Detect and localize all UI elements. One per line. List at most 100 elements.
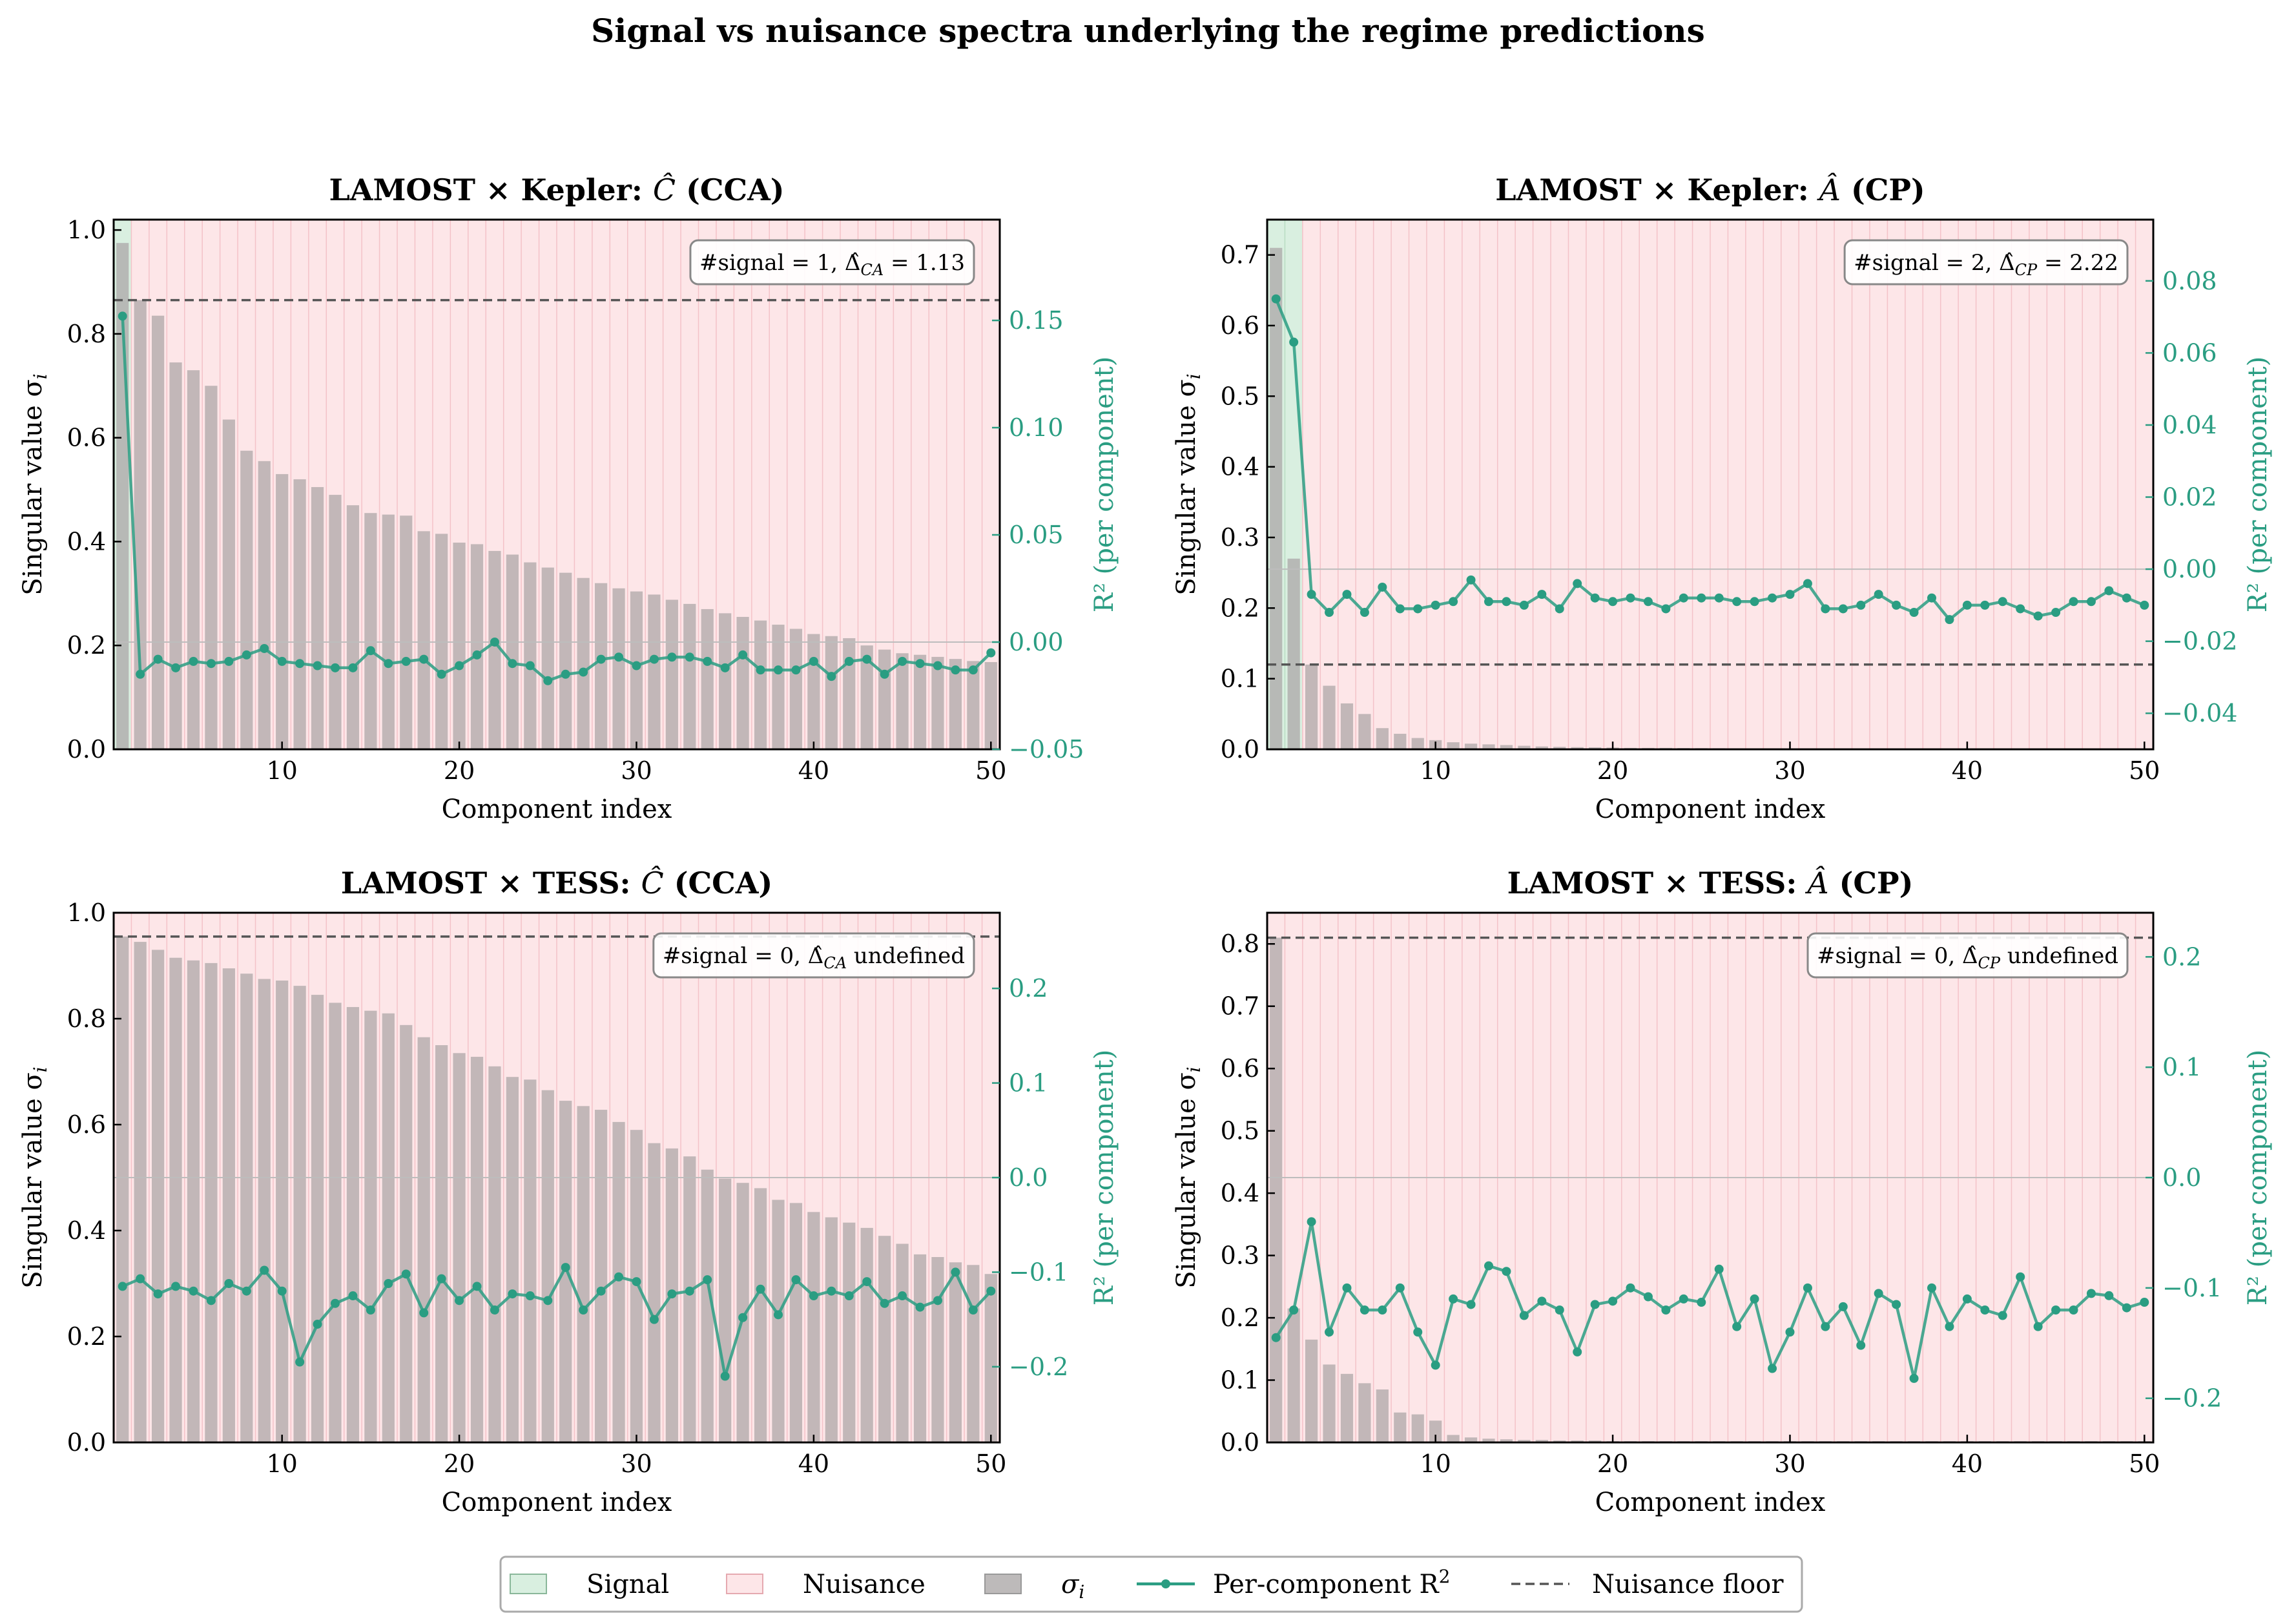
- r2-point-31: [649, 1315, 659, 1324]
- y-tick-label: 0.6: [67, 1110, 106, 1139]
- x-tick-label: 20: [1597, 756, 1628, 785]
- r2-point-49: [2122, 593, 2131, 603]
- r2-point-4: [171, 663, 181, 672]
- sigma-bar-29: [612, 588, 625, 749]
- sigma-bar-42: [843, 1222, 856, 1442]
- x-tick-label: 30: [621, 1450, 652, 1478]
- r2-point-19: [1590, 593, 1600, 603]
- sigma-bars: [1270, 937, 2151, 1442]
- nuisance-band: [1852, 220, 1870, 749]
- sigma-bar-3: [151, 950, 165, 1442]
- r2-point-7: [1378, 582, 1387, 592]
- r2-point-41: [827, 672, 836, 681]
- x-tick-label: 20: [444, 1450, 475, 1478]
- r2-point-36: [1892, 1300, 1901, 1309]
- x-tick-label: 10: [267, 1450, 298, 1478]
- r2-point-42: [844, 656, 854, 666]
- y-tick-label: 0.0: [67, 1428, 106, 1457]
- r2-point-14: [348, 663, 358, 672]
- annotation-text: #signal = 2, Δ̂CP = 2.22: [1854, 250, 2118, 279]
- r2-point-42: [1998, 597, 2007, 607]
- panel-title: LAMOST × TESS: Â (CP): [1507, 865, 1914, 900]
- x-tick-label: 50: [2129, 1450, 2160, 1478]
- r2-point-19: [1590, 1300, 1600, 1309]
- sigma-bar-6: [1358, 714, 1371, 749]
- y-tick-label: 0.4: [1221, 453, 1259, 481]
- r2-point-28: [1750, 597, 1759, 607]
- r2-point-39: [1945, 615, 1954, 625]
- sigma-bar-30: [630, 591, 643, 749]
- y2-tick-label: 0.2: [2162, 942, 2201, 971]
- annotation-text: #signal = 1, Δ̂CA = 1.13: [699, 250, 965, 279]
- r2-point-50: [986, 1286, 996, 1296]
- r2-point-20: [1608, 597, 1618, 607]
- r2-point-47: [2086, 1289, 2096, 1298]
- r2-point-27: [1732, 597, 1742, 607]
- r2-point-47: [933, 661, 942, 671]
- legend: Signal Nuisance σi Per-component R2 Nuisance…: [499, 1555, 1803, 1613]
- y2-tick-label: −0.05: [1009, 735, 1084, 764]
- r2-point-9: [260, 1265, 269, 1275]
- r2-point-8: [1395, 604, 1405, 614]
- annotation-text: #signal = 0, Δ̂CP undefined: [1817, 943, 2118, 972]
- sigma-bar-37: [754, 1188, 767, 1442]
- sigma-bar-29: [612, 1121, 625, 1442]
- r2-point-30: [1785, 590, 1795, 599]
- r2-point-37: [756, 665, 765, 675]
- nuisance-band: [1799, 220, 1817, 749]
- sigma-bar-17: [1553, 747, 1566, 749]
- r2-point-3: [1307, 590, 1316, 599]
- y2-tick-label: −0.1: [2162, 1274, 2222, 1302]
- sigma-bar-28: [594, 583, 608, 749]
- legend-signal-swatch: [510, 1574, 547, 1594]
- sigma-bar-38: [772, 625, 785, 749]
- r2-point-5: [189, 1286, 198, 1296]
- r2-point-13: [1484, 597, 1493, 607]
- r2-point-29: [1768, 1364, 1777, 1373]
- y2-tick-label: −0.2: [2162, 1384, 2222, 1413]
- y2-tick-label: 0.1: [1009, 1069, 1048, 1097]
- y2-tick-label: 0.08: [2162, 267, 2217, 295]
- sigma-bar-9: [1411, 1414, 1424, 1442]
- y-tick-label: 0.6: [1221, 1054, 1259, 1083]
- sigma-bar-15: [364, 513, 377, 749]
- r2-point-22: [490, 638, 499, 647]
- r2-point-15: [1519, 600, 1529, 610]
- sigma-bar-10: [276, 473, 289, 749]
- annotation-box: [652, 932, 975, 979]
- nuisance-band: [1763, 220, 1781, 749]
- sigma-bar-7: [222, 419, 235, 749]
- legend-signal-label: Signal: [586, 1570, 669, 1599]
- sigma-bar-11: [1447, 742, 1460, 749]
- nuisance-band: [1497, 220, 1516, 749]
- r2-point-24: [1679, 1294, 1688, 1304]
- y2-tick-label: −0.2: [1009, 1353, 1068, 1381]
- annotation-text: #signal = 0, Δ̂CA undefined: [663, 943, 965, 972]
- nuisance-band: [1887, 220, 1905, 749]
- sigma-bar-9: [258, 461, 271, 749]
- r2-point-11: [1449, 597, 1458, 607]
- sigma-bar-39: [789, 629, 803, 749]
- nuisance-band: [1444, 220, 1462, 749]
- sigma-bar-8: [1394, 1412, 1407, 1442]
- sigma-bar-12: [311, 487, 324, 749]
- r2-point-40: [1962, 1294, 1972, 1304]
- x-tick-label: 50: [975, 1450, 1006, 1478]
- legend-sigma-swatch: [984, 1574, 1022, 1594]
- nuisance-band: [2082, 220, 2100, 749]
- r2-point-13: [1484, 1261, 1493, 1271]
- r2-point-41: [1980, 1305, 1990, 1315]
- r2-point-36: [738, 650, 748, 660]
- r2-point-35: [1874, 590, 1883, 599]
- r2-point-8: [242, 650, 251, 660]
- r2-point-11: [1449, 1294, 1458, 1304]
- y-axis-label: Singular value σi: [18, 1066, 51, 1288]
- r2-point-38: [774, 1310, 783, 1320]
- r2-point-43: [2016, 604, 2025, 614]
- y2-tick-label: 0.1: [2162, 1053, 2201, 1081]
- sigma-bar-41: [825, 1217, 838, 1442]
- r2-point-48: [951, 665, 960, 675]
- y2-tick-label: 0.00: [1009, 628, 1064, 656]
- r2-point-35: [720, 1371, 730, 1381]
- y-tick-label: 0.4: [67, 1216, 106, 1245]
